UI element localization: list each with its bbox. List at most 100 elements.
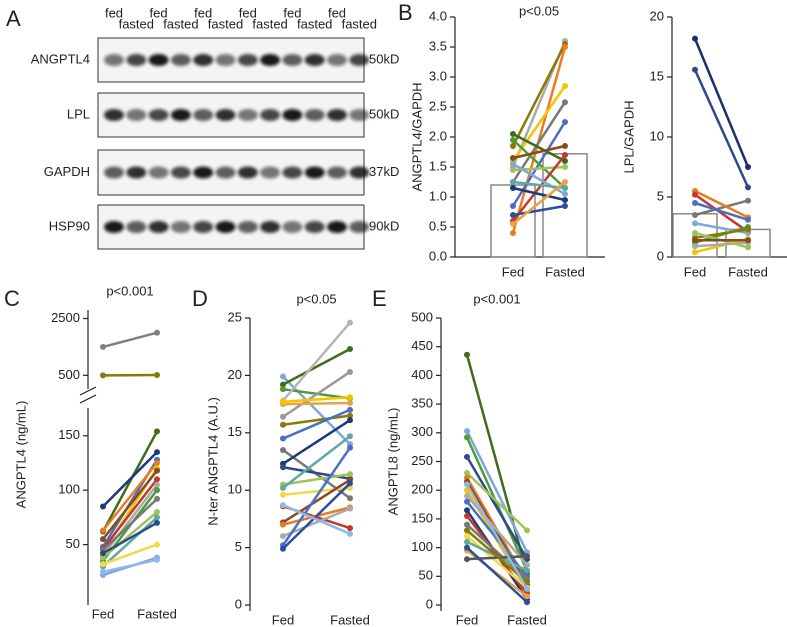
- data-point: [510, 179, 516, 185]
- data-point: [347, 319, 353, 326]
- y-tick-label: 0.0: [429, 248, 447, 263]
- data-point: [464, 533, 470, 540]
- paired-line: [282, 435, 351, 489]
- paired-line: [282, 503, 351, 535]
- blot-band: [327, 221, 347, 233]
- y-tick-label: 2.5: [429, 98, 447, 113]
- y-tick-label: 5: [235, 539, 242, 554]
- blot-band: [104, 109, 124, 121]
- y-tick-label: 3.5: [429, 38, 447, 53]
- data-point: [347, 399, 353, 406]
- data-point: [510, 137, 516, 143]
- data-point: [692, 191, 698, 198]
- data-point: [464, 492, 470, 499]
- blot-band: [304, 109, 325, 121]
- data-point: [524, 567, 530, 574]
- y-tick-label: 0: [426, 596, 433, 611]
- blot-band: [126, 109, 147, 121]
- paired-line: [102, 478, 158, 550]
- blot-band: [104, 221, 124, 233]
- x-tick-label: Fed: [272, 612, 294, 627]
- data-point: [510, 143, 516, 149]
- lane-label: fed: [105, 5, 123, 20]
- data-point: [100, 550, 106, 557]
- data-point: [347, 368, 353, 375]
- paired-line: [102, 543, 158, 566]
- blot-band: [260, 109, 281, 121]
- paired-line: [102, 516, 158, 568]
- blot-band: [327, 109, 347, 121]
- paired-line: [694, 193, 749, 233]
- data-point: [154, 372, 160, 379]
- data-point: [510, 161, 516, 167]
- data-point: [562, 197, 568, 203]
- data-point: [347, 480, 353, 487]
- blot-band: [104, 54, 124, 66]
- data-point: [280, 484, 286, 491]
- data-point: [464, 434, 470, 441]
- data-point: [280, 521, 286, 528]
- data-point: [745, 216, 751, 223]
- data-point: [347, 345, 353, 352]
- blot-band: [349, 221, 370, 233]
- data-point: [745, 197, 751, 204]
- y-tick-label: 0.5: [429, 218, 447, 233]
- data-point: [510, 212, 516, 218]
- paired-line: [512, 154, 566, 222]
- data-point: [464, 481, 470, 488]
- y-tick-label: 2.0: [429, 128, 447, 143]
- y-tick-label: 100: [58, 482, 80, 497]
- blot-band: [349, 109, 370, 121]
- y-axis-label: N-ter ANGPTL4 (A.U.): [205, 397, 220, 526]
- lane-label: fasted: [163, 16, 198, 31]
- blot-band: [215, 221, 236, 233]
- y-axis-label: ANGPTL4/GAPDH: [409, 82, 424, 191]
- paired-line: [282, 408, 351, 440]
- protein-label: GAPDH: [44, 164, 90, 179]
- data-point: [745, 237, 751, 244]
- data-point: [280, 413, 286, 420]
- paired-line: [102, 521, 158, 555]
- y-tick-label: 25: [228, 309, 242, 324]
- data-point: [347, 471, 353, 478]
- blot-band: [170, 221, 191, 233]
- data-point: [562, 179, 568, 185]
- data-point: [464, 521, 470, 528]
- data-point: [464, 556, 470, 563]
- blot-band: [282, 109, 303, 121]
- data-point: [510, 221, 516, 227]
- blot-band: [237, 221, 258, 233]
- panel-letter: E: [372, 286, 387, 311]
- paired-line: [512, 180, 566, 190]
- y-tick-label: 1.0: [429, 188, 447, 203]
- y-tick-label: 400: [411, 367, 433, 382]
- blot-band: [193, 109, 214, 121]
- data-point: [280, 435, 286, 442]
- data-point: [100, 568, 106, 575]
- paired-line: [102, 558, 158, 574]
- size-label: 50kD: [369, 106, 399, 121]
- x-tick-label: Fed: [684, 264, 706, 279]
- blot-band: [126, 54, 147, 66]
- paired-line: [102, 497, 158, 551]
- x-tick-label: Fasted: [545, 264, 585, 279]
- data-point: [464, 538, 470, 545]
- blot-band: [282, 54, 303, 66]
- data-point: [510, 185, 516, 191]
- paired-line: [693, 38, 750, 168]
- data-point: [154, 467, 160, 474]
- y-tick-label: 2500: [51, 310, 80, 325]
- paired-line: [512, 132, 566, 163]
- y-tick-label: 150: [411, 510, 433, 525]
- y-tick-label: 4.0: [429, 8, 447, 23]
- data-point: [347, 412, 353, 419]
- lane-label: fed: [239, 5, 257, 20]
- y-tick-label: 20: [650, 8, 664, 23]
- paired-line: [512, 144, 566, 160]
- paired-line: [511, 43, 567, 147]
- lane-label: fasted: [208, 16, 243, 31]
- y-tick-label: 5: [657, 188, 664, 203]
- data-point: [280, 464, 286, 471]
- data-point: [154, 487, 160, 494]
- size-label: 90kD: [369, 218, 399, 233]
